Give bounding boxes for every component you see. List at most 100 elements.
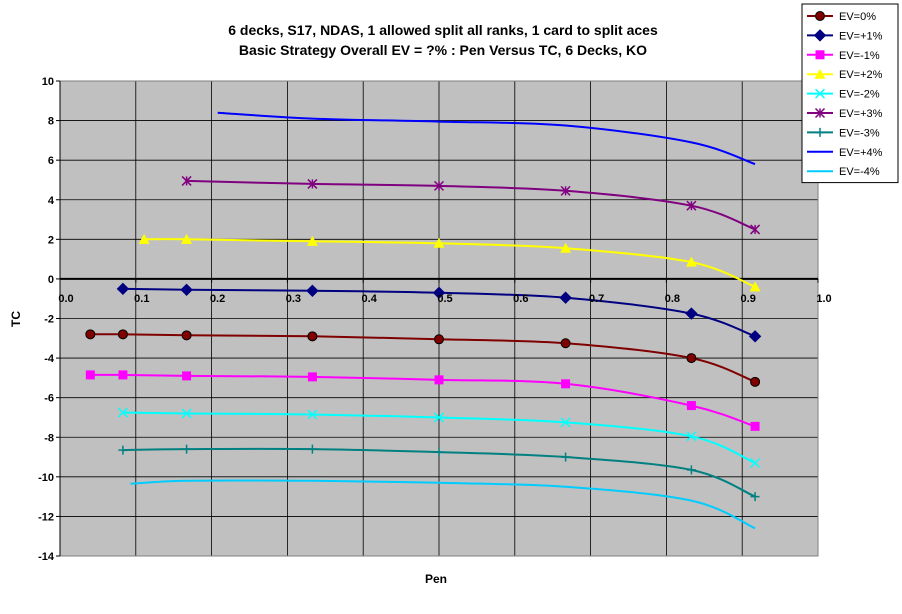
x-tick-label: 0.0	[58, 293, 73, 305]
x-tick-label: 0.8	[665, 293, 680, 305]
data-point-evminus-3pct	[434, 447, 444, 457]
data-point-evminus0pct	[750, 376, 761, 387]
legend-item: EV=-1%	[807, 50, 880, 62]
legend-item: EV=+3%	[807, 107, 883, 120]
data-point-evminusplus3pct	[433, 180, 445, 191]
data-point-evminus0pct	[117, 329, 128, 340]
series-markers	[85, 175, 762, 502]
data-point-evminusplus1pct	[748, 330, 762, 343]
legend-label: EV=0%	[839, 11, 876, 23]
legend-marker	[814, 88, 826, 99]
y-tick-label: 2	[48, 234, 54, 246]
data-point-evminusplus2pct	[306, 235, 318, 246]
data-point-evminusplus3pct	[307, 178, 318, 189]
legend-item: EV=+4%	[807, 147, 883, 159]
legend-marker	[815, 127, 825, 137]
legend-item: EV=-4%	[807, 166, 880, 178]
data-point-evminus-2pct	[307, 409, 318, 420]
legend-label: EV=+3%	[839, 108, 883, 120]
legend-marker	[814, 107, 826, 119]
x-tick-label: 0.4	[362, 293, 378, 305]
data-point-evminusplus1pct	[432, 286, 446, 299]
data-point-evminusplus1pct	[306, 284, 319, 297]
data-point-evminusplus2pct	[181, 233, 193, 244]
data-point-evminus-1pct	[561, 379, 571, 389]
data-point-evminus-2pct	[750, 457, 761, 469]
data-point-evminus-3pct	[118, 445, 128, 455]
y-tick-label: 0	[48, 274, 54, 286]
series-line-evminus-4pct	[130, 479, 756, 530]
legend-marker	[815, 11, 825, 21]
data-point-evminus-3pct	[750, 492, 760, 502]
tick-labels: 0.0 0.1 0.2 0.3 0.4 0.5 0.6 0.7 0.8 0.9 1.0 10 8 6 4 2 0…	[38, 76, 832, 563]
data-point-evminusplus3pct	[750, 224, 761, 235]
x-tick-label: 0.3	[286, 293, 301, 305]
data-point-evminus-1pct	[750, 421, 760, 431]
legend-label: EV=+2%	[839, 69, 883, 81]
data-point-evminus-3pct	[307, 444, 317, 454]
legend-marker	[813, 29, 827, 42]
data-point-evminusplus2pct	[749, 281, 761, 292]
y-tick-label: 4	[48, 195, 55, 207]
legend-item: EV=+1%	[807, 29, 883, 42]
legend-item: EV=-2%	[807, 88, 880, 101]
chart-title: 6 decks, S17, NDAS, 1 allowed split all …	[228, 22, 658, 38]
data-point-evminus0pct	[434, 334, 444, 345]
data-point-evminusplus2pct	[560, 242, 572, 253]
x-tick-label: 0.7	[589, 293, 604, 305]
x-tick-label: 1.0	[816, 293, 831, 305]
x-tick-label: 0.5	[437, 293, 452, 305]
y-tick-label: 10	[42, 76, 54, 88]
data-point-evminusplus1pct	[685, 307, 698, 320]
data-point-evminusplus2pct	[433, 237, 445, 248]
data-point-evminus0pct	[686, 353, 697, 364]
data-point-evminus-1pct	[434, 375, 444, 385]
y-tick-label: -14	[38, 551, 55, 563]
data-point-evminus-2pct	[117, 407, 128, 418]
legend-marker	[815, 50, 825, 60]
series-line-evminus-1pct	[90, 373, 756, 428]
data-point-evminusplus2pct	[685, 256, 697, 267]
y-tick-label: -10	[38, 472, 54, 484]
legend-label: EV=-3%	[839, 127, 880, 139]
data-point-evminusplus1pct	[559, 291, 572, 304]
data-point-evminus0pct	[560, 338, 571, 349]
legend-label: EV=-4%	[839, 166, 880, 178]
data-point-evminusplus3pct	[560, 185, 571, 196]
y-axis-label: TC	[9, 311, 23, 327]
data-point-evminusplus3pct	[686, 200, 697, 211]
legend-item: EV=+2%	[807, 68, 883, 81]
data-point-evminus0pct	[181, 330, 192, 341]
data-point-evminus0pct	[307, 331, 318, 342]
data-point-evminus0pct	[85, 329, 96, 340]
data-point-evminus-3pct	[182, 444, 192, 454]
legend-label: EV=-2%	[839, 89, 880, 101]
data-point-evminusplus1pct	[180, 283, 193, 297]
y-tick-label: -2	[44, 314, 54, 326]
legend-item: EV=-3%	[807, 127, 880, 139]
data-point-evminus-3pct	[686, 465, 696, 475]
legend-label: EV=+1%	[839, 30, 883, 42]
x-tick-label: 0.1	[134, 293, 149, 305]
data-point-evminus-1pct	[85, 370, 95, 380]
y-tick-label: -12	[38, 511, 54, 523]
y-tick-label: -4	[44, 353, 55, 365]
y-tick-label: 8	[48, 116, 54, 128]
x-tick-label: 0.9	[741, 293, 756, 305]
legend-label: EV=+4%	[839, 147, 883, 159]
data-point-evminus-1pct	[182, 371, 192, 381]
data-point-evminusplus1pct	[116, 282, 130, 296]
axes	[56, 80, 819, 557]
x-axis-label: Pen	[425, 572, 447, 586]
data-point-evminus-2pct	[433, 412, 445, 423]
legend-marker	[814, 68, 826, 79]
data-point-evminus-1pct	[686, 401, 696, 411]
series-line-evminusplus4pct	[217, 111, 756, 166]
chart-subtitle: Basic Strategy Overall EV = ?% : Pen Ver…	[239, 42, 647, 58]
legend-label: EV=-1%	[839, 50, 880, 62]
x-tick-label: 0.6	[513, 293, 528, 305]
data-point-evminus-2pct	[686, 431, 697, 442]
y-tick-label: -8	[44, 432, 54, 444]
data-point-evminus-1pct	[307, 372, 317, 382]
